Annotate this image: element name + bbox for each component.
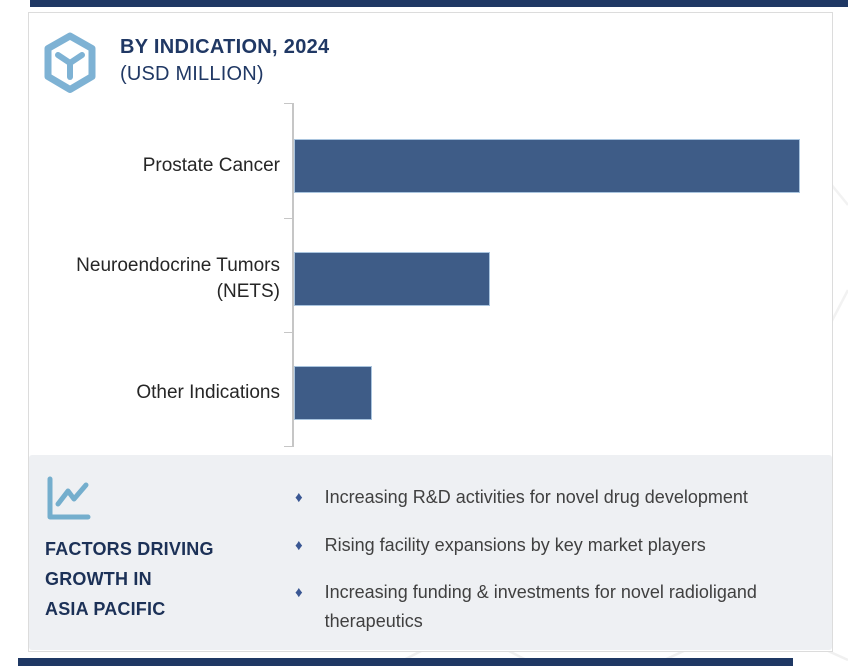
bar-prostate-cancer — [294, 139, 800, 193]
factors-heading-line: FACTORS DRIVING — [45, 539, 214, 559]
line-chart-icon — [47, 476, 91, 520]
chart-title: BY INDICATION, 2024 — [120, 36, 330, 58]
factor-text: Increasing R&D activities for novel drug… — [324, 487, 748, 507]
y-axis-line — [292, 103, 294, 447]
axis-tick — [284, 218, 292, 219]
hexagon-cube-icon — [44, 32, 96, 93]
factors-heading-line: GROWTH IN — [45, 569, 152, 589]
chart-header: BY INDICATION, 2024 (USD MILLION) — [120, 36, 329, 86]
chart-subtitle: (USD MILLION) — [120, 63, 264, 85]
bar-neuroendocrine-tumors — [294, 252, 490, 306]
bottom-edge-rule — [18, 658, 793, 666]
factors-panel — [29, 455, 832, 650]
factor-item: ♦ Increasing funding & investments for n… — [295, 578, 820, 636]
top-edge-rule — [30, 0, 848, 7]
factor-text: Rising facility expansions by key market… — [324, 535, 706, 555]
category-label: Prostate Cancer — [142, 155, 280, 177]
bar-other-indications — [294, 366, 372, 420]
axis-tick — [284, 446, 292, 447]
factor-item: ♦ Rising facility expansions by key mark… — [295, 531, 706, 560]
diamond-bullet-icon: ♦ — [295, 489, 303, 506]
diamond-bullet-icon: ♦ — [295, 537, 303, 554]
factor-text: Increasing funding & investments for nov… — [324, 582, 757, 631]
axis-tick — [284, 103, 292, 104]
diamond-bullet-icon: ♦ — [295, 584, 303, 601]
factors-heading-line: ASIA PACIFIC — [45, 599, 166, 619]
category-label: Neuroendocrine Tumors (NETS) — [76, 255, 280, 302]
axis-tick — [284, 332, 292, 333]
factors-heading: FACTORS DRIVING GROWTH IN ASIA PACIFIC — [45, 534, 214, 624]
factor-item: ♦ Increasing R&D activities for novel dr… — [295, 483, 748, 512]
category-label: Other Indications — [136, 382, 280, 404]
